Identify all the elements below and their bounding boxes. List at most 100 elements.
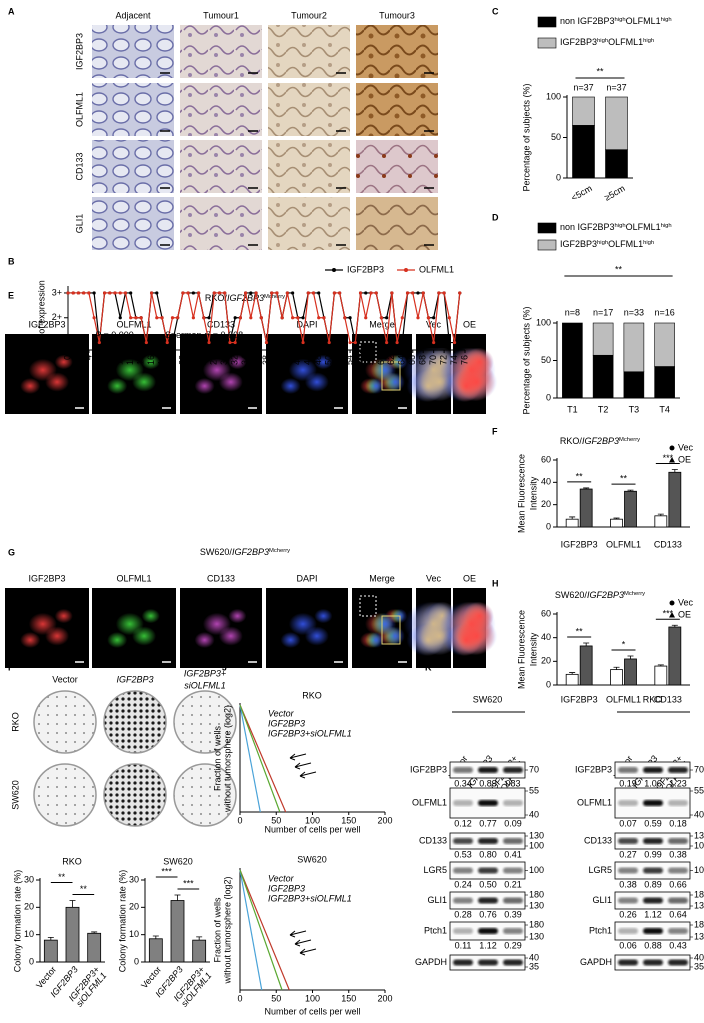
significance-label: **	[80, 884, 88, 894]
data-point	[270, 291, 274, 295]
blot-band	[478, 867, 498, 874]
y-tick-label: 40	[541, 477, 551, 487]
x-tick-label: 60	[376, 355, 386, 365]
arrow	[299, 771, 317, 779]
cell-signal	[385, 372, 405, 392]
blot-band	[618, 767, 638, 773]
y-axis-label: Level of expression	[36, 280, 46, 358]
cell-signal	[465, 601, 494, 631]
panel-title: SW620/IGF2BP3Mcherry	[200, 547, 290, 557]
data-point	[400, 340, 404, 345]
x-tick-label: 10	[115, 355, 125, 365]
error-bar	[569, 672, 576, 675]
text-part: Sperman	[165, 330, 204, 340]
blot-row-label: Ptch1	[589, 925, 612, 935]
mw-marker: 40	[529, 809, 539, 819]
y-axis-label: Colony formation rate (%)	[12, 870, 22, 973]
error-bar	[583, 642, 590, 646]
series-line	[68, 292, 461, 344]
mw-marker: 130	[694, 931, 704, 941]
row-label: RKO	[10, 712, 20, 732]
series-line	[239, 704, 261, 813]
y-axis-label: without tumorsphere (log2)	[222, 876, 232, 984]
y-tick-label: 0	[546, 521, 551, 531]
mw-marker: 180	[694, 919, 704, 929]
data-point	[155, 291, 159, 295]
cell-signal	[314, 608, 333, 624]
band-quantification: 0.59	[644, 818, 662, 828]
text-part: IGF2BP3	[582, 436, 619, 446]
band-quantification: 0.34	[454, 778, 472, 788]
significance-label: **	[58, 872, 66, 882]
annotation: Sperman r2 = 0.608	[165, 330, 243, 340]
ihc-image	[92, 197, 174, 250]
legend-swatch	[537, 239, 557, 251]
mw-marker: 180	[529, 889, 544, 899]
x-tick-label: 8	[104, 355, 114, 360]
error-bar	[196, 936, 203, 941]
data-point	[170, 316, 175, 320]
band-quantification: 0.43	[669, 940, 687, 950]
legend-label: IGF2BP3	[268, 718, 305, 728]
data-point	[364, 316, 368, 320]
data-point	[358, 291, 363, 295]
data-point	[458, 291, 462, 295]
data-point	[379, 316, 384, 320]
error-bar	[627, 489, 634, 492]
data-point	[82, 291, 86, 295]
bar-segment	[654, 322, 675, 367]
cell-signal	[45, 372, 70, 392]
x-tick-label: 28	[209, 355, 219, 365]
data-point	[385, 340, 389, 345]
x-tick-label: 30	[219, 355, 229, 365]
cell-signal	[194, 378, 215, 394]
error-bar	[583, 487, 590, 490]
channel-label: Vec	[426, 573, 442, 583]
x-tick-label: IGF2BP3	[561, 539, 598, 549]
data-point	[416, 316, 420, 320]
x-tick-label: T2	[598, 404, 609, 414]
cell-signal	[141, 354, 160, 370]
x-tick-label: OLFML1	[606, 539, 641, 549]
data-point	[97, 340, 101, 345]
data-point	[223, 291, 227, 295]
x-tick-label: 0	[62, 355, 72, 360]
annotation: P = 0.000	[95, 330, 134, 340]
blot-band	[618, 867, 638, 874]
data-point	[264, 340, 269, 345]
row-label: GLI1	[74, 214, 84, 234]
bar	[610, 518, 623, 528]
blot-title: RKO	[643, 694, 663, 704]
data-point	[191, 291, 195, 295]
y-tick-label: 20	[541, 499, 551, 509]
data-point	[343, 316, 347, 320]
ihc-image	[268, 140, 350, 193]
channel-label: OE	[463, 573, 476, 583]
y-tick-label: 30	[24, 874, 34, 884]
error-bar	[657, 664, 664, 667]
data-point	[291, 291, 295, 295]
y-tick-label: 20	[24, 902, 34, 912]
cell-signal	[314, 354, 333, 370]
colony-plate	[33, 690, 97, 754]
cell-signal	[450, 624, 483, 656]
band-quantification: 0.39	[504, 909, 522, 919]
blot-band	[478, 838, 498, 844]
band-quantification: 0.27	[619, 849, 637, 859]
x-tick-label: 76	[459, 355, 469, 365]
bar	[565, 518, 579, 528]
row-label: CD133	[74, 152, 84, 180]
legend-label: Vec	[678, 597, 694, 607]
data-point	[301, 316, 305, 320]
data-point	[411, 291, 415, 295]
data-point	[447, 340, 451, 345]
x-tick-label: ≥5cm	[603, 183, 627, 203]
channel-label: OLFML1	[116, 319, 151, 329]
blot-band	[503, 838, 523, 844]
data-point	[155, 316, 159, 320]
blot-row-label: LGR5	[588, 865, 612, 875]
blot-row-label: GLI1	[427, 895, 447, 905]
x-tick-label: 64	[397, 355, 407, 365]
blot-band	[618, 928, 638, 934]
